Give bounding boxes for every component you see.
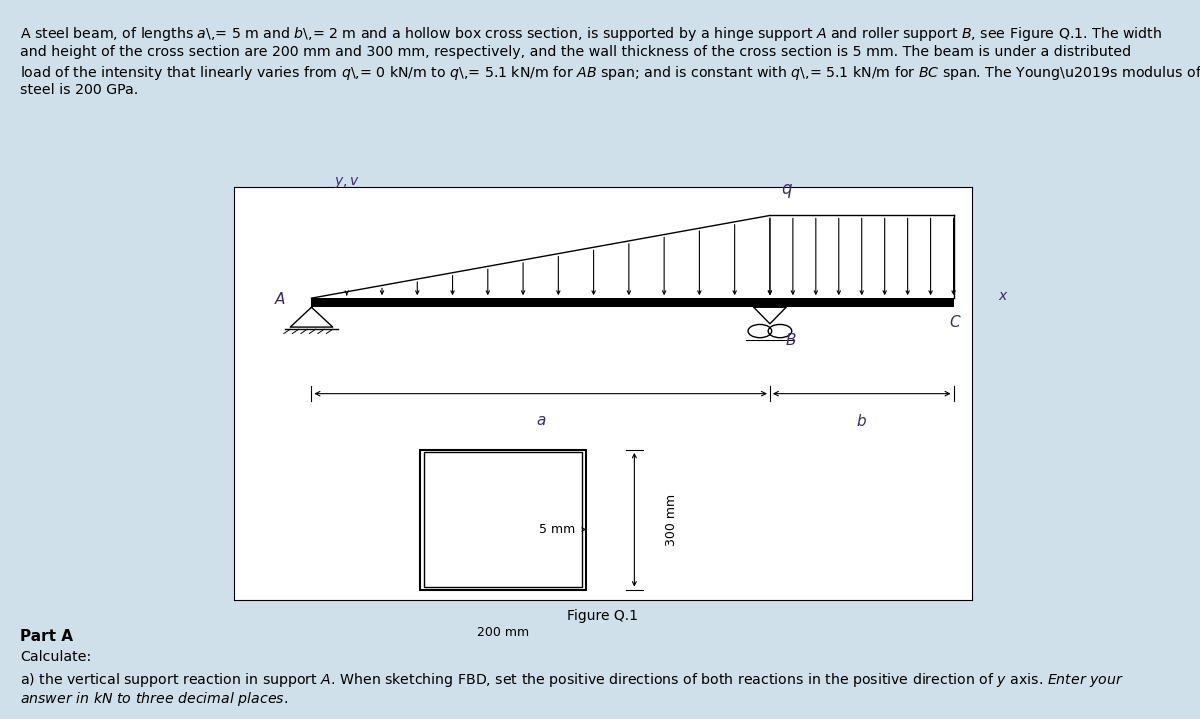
Text: 200 mm: 200 mm [478,626,529,638]
Text: $C$: $C$ [949,313,962,330]
Text: a) the vertical support reaction in support $A$. When sketching FBD, set the pos: a) the vertical support reaction in supp… [20,671,1124,689]
Text: Calculate:: Calculate: [20,650,91,664]
Text: Part A: Part A [20,629,73,644]
Text: load of the intensity that linearly varies from $q$\,= 0 kN/m to $q$\,= 5.1 kN/m: load of the intensity that linearly vari… [20,64,1200,82]
Text: $a$: $a$ [535,413,546,428]
Text: 300 mm: 300 mm [665,494,678,546]
Text: $b$: $b$ [857,413,868,429]
Text: $A$: $A$ [275,290,287,306]
Text: A steel beam, of lengths $a$\,= 5 m and $b$\,= 2 m and a hollow box cross sectio: A steel beam, of lengths $a$\,= 5 m and … [20,25,1163,43]
Text: $q$: $q$ [780,182,792,200]
Text: $B$: $B$ [785,332,797,348]
Text: 5 mm: 5 mm [539,523,575,536]
Bar [425,452,582,587]
Text: Figure Q.1: Figure Q.1 [566,609,638,623]
Text: steel is 200 GPa.: steel is 200 GPa. [20,83,139,97]
Text: $\mathit{answer\ in\ kN\ to\ three\ decimal\ places.}$: $\mathit{answer\ in\ kN\ to\ three\ deci… [20,690,288,708]
Text: $y, v$: $y, v$ [334,175,360,191]
Text: and height of the cross section are 200 mm and 300 mm, respectively, and the wal: and height of the cross section are 200 … [20,45,1132,58]
Text: $x$: $x$ [998,290,1008,303]
Bar [420,450,587,590]
Bar [312,298,954,307]
